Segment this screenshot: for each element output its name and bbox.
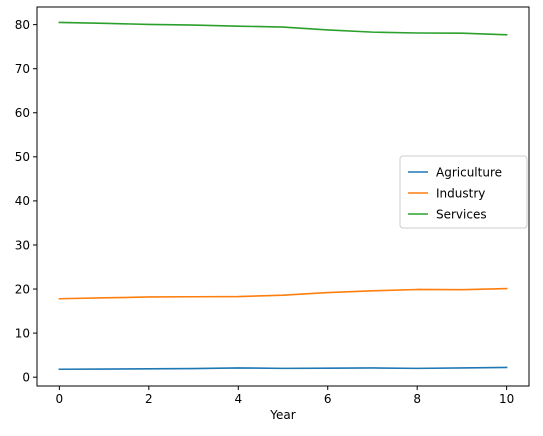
- legend-label: Industry: [436, 186, 485, 200]
- legend-label: Agriculture: [436, 165, 502, 179]
- series-line-services: [58, 21, 508, 36]
- y-tick-label: 30: [15, 238, 30, 252]
- legend-label: Services: [436, 207, 487, 221]
- y-tick-label: 50: [15, 150, 30, 164]
- x-tick-label: 10: [499, 392, 514, 406]
- y-tick-label: 40: [15, 194, 30, 208]
- y-tick-label: 80: [15, 18, 30, 32]
- legend-box: [399, 155, 528, 229]
- y-tick-label: 20: [15, 282, 30, 296]
- plot-frame: [36, 6, 530, 387]
- x-tick-label: 8: [413, 392, 421, 406]
- x-tick-label: 6: [324, 392, 332, 406]
- x-tick-label: 0: [56, 392, 64, 406]
- y-tick-label: 10: [15, 326, 30, 340]
- y-tick-label: 70: [15, 62, 30, 76]
- y-axis: 0 10 20 30 40 50 60 70 80: [15, 18, 37, 384]
- x-axis: 0 2 4 6 8 10: [56, 386, 514, 406]
- y-tick-label: 60: [15, 106, 30, 120]
- x-axis-label: Year: [269, 408, 295, 422]
- series-line-industry: [58, 287, 508, 300]
- legend: Agriculture Industry Services: [399, 155, 528, 229]
- y-tick-label: 0: [22, 370, 30, 384]
- x-tick-label: 2: [145, 392, 153, 406]
- plot-layer: [58, 21, 508, 371]
- series-line-agriculture: [58, 366, 508, 371]
- x-tick-label: 4: [234, 392, 242, 406]
